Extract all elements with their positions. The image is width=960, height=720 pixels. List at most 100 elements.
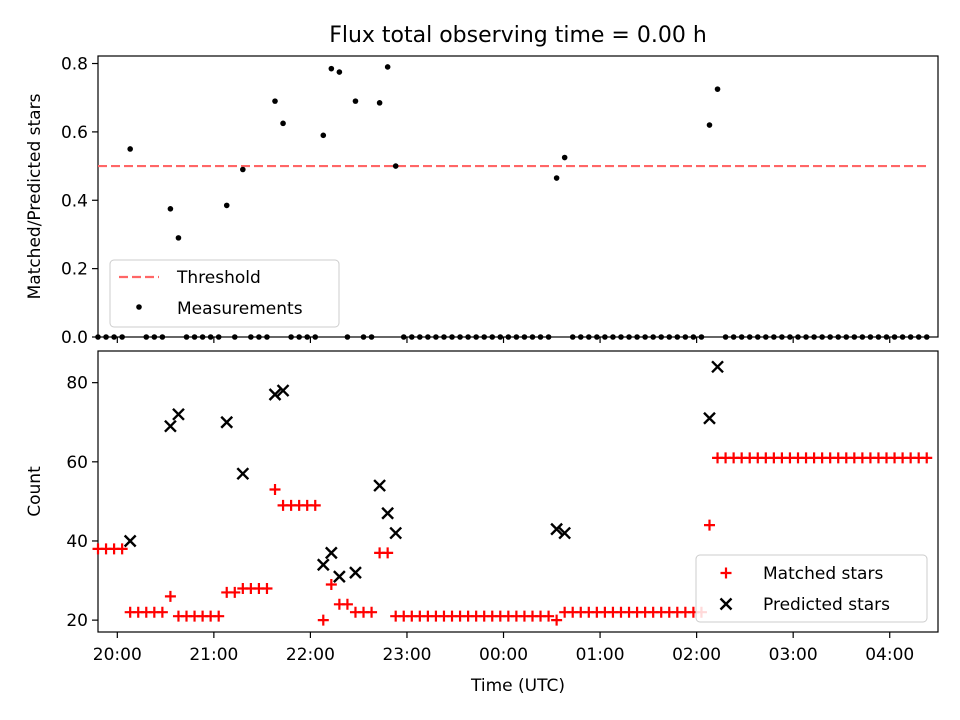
measurement-point (352, 98, 359, 104)
measurement-point (714, 86, 721, 92)
legend-matched-swatch (720, 567, 732, 579)
y-axis-label: Count (25, 466, 45, 517)
measurement-point (489, 334, 496, 340)
measurement-point (191, 334, 198, 340)
measurement-point (231, 334, 238, 340)
predicted-star-point (236, 467, 250, 481)
measurement-point (103, 334, 109, 340)
count-panel: 20 40 60 80 20:00 21:00 22:00 23:00 00:00 01:00 02… (25, 350, 939, 696)
predicted-star-point (333, 570, 346, 583)
measurement-point (851, 334, 858, 340)
y-tick-label: 40 (66, 532, 88, 552)
predicted-star-point (324, 546, 338, 560)
measurement-point (441, 334, 447, 340)
measurement-point (457, 334, 463, 340)
measurement-point (545, 334, 552, 340)
measurement-point (400, 334, 407, 340)
measurement-point (336, 69, 343, 75)
measurement-point (537, 334, 544, 340)
measurement-point (891, 334, 898, 340)
legend-matched-label: Matched stars (763, 564, 883, 584)
matched-star-point (213, 610, 225, 622)
measurement-point (521, 334, 528, 340)
measurement-point (618, 334, 624, 340)
matched-star-point (366, 606, 378, 618)
measurement-point (159, 334, 166, 340)
predicted-star-point (558, 526, 572, 540)
measurement-point (328, 65, 335, 72)
measurement-point (746, 334, 753, 340)
measurement-point (360, 334, 367, 340)
measurement-point (561, 154, 568, 161)
matched-star-point (543, 610, 555, 622)
measurement-point (867, 334, 874, 340)
measurement-point (923, 334, 930, 340)
x-axis-label: Time (UTC) (470, 676, 565, 696)
measurement-point (602, 334, 608, 340)
measurement-point (738, 334, 745, 340)
measurement-point (771, 334, 777, 340)
predicted-star-point (550, 522, 563, 536)
measurement-point (505, 334, 512, 340)
matched-star-point (309, 499, 321, 511)
legend-measurements-label: Measurements (177, 299, 303, 319)
measurement-point (883, 334, 890, 340)
matched-star-point (325, 579, 337, 591)
y-tick-label: 0.2 (61, 260, 88, 280)
measurement-point (119, 334, 125, 340)
legend-predicted-swatch (719, 597, 733, 611)
measurement-point (569, 334, 576, 340)
matched-star-point (269, 484, 281, 496)
measurement-point (819, 334, 825, 340)
predicted-star-point (220, 415, 234, 429)
y-axis-label: Matched/Predicted stars (25, 93, 45, 299)
measurement-point (915, 334, 922, 340)
measurement-point (288, 334, 294, 340)
measurement-point (907, 334, 914, 340)
measurement-point (787, 334, 793, 340)
x-tick-label: 02:00 (672, 645, 721, 665)
predicted-star-point (703, 411, 716, 425)
measurement-point (175, 235, 182, 241)
x-tick-label: 21:00 (189, 645, 238, 665)
measurement-point (296, 334, 302, 340)
measurement-point (779, 334, 785, 340)
measurement-point (610, 334, 616, 340)
chart-title: Flux total observing time = 0.00 h (329, 23, 707, 48)
measurement-point (666, 334, 673, 340)
legend-predicted-label: Predicted stars (763, 595, 890, 615)
measurement-point (859, 334, 866, 340)
measurement-point (417, 334, 423, 340)
matched-star-point (164, 590, 176, 602)
measurement-point (111, 334, 117, 340)
measurement-point (690, 334, 697, 340)
measurement-point (143, 334, 150, 340)
measurement-point (811, 334, 817, 340)
predicted-star-point (123, 534, 137, 548)
measurement-point (497, 334, 504, 340)
measurement-point (754, 334, 761, 340)
axes-frame (97, 350, 939, 633)
matched-star-point (703, 519, 715, 531)
measurement-point (706, 122, 713, 128)
y-tick-label: 20 (66, 611, 88, 631)
measurement-point (304, 334, 310, 340)
x-tick-label: 23:00 (382, 645, 431, 665)
measurement-point (199, 334, 206, 340)
measurement-point (529, 334, 536, 340)
matched-star-point (317, 614, 329, 626)
measurement-point (899, 334, 906, 340)
measurement-point (207, 334, 214, 340)
measurement-point (408, 334, 415, 340)
y-tick-label: 0.4 (61, 191, 88, 211)
measurement-point (223, 202, 230, 209)
matched-star-point (341, 598, 353, 610)
measurement-point (481, 334, 488, 340)
measurement-point (151, 334, 158, 340)
matched-star-point (116, 543, 128, 555)
measurement-point (280, 120, 286, 127)
x-tick-label: 20:00 (93, 645, 142, 665)
measurement-point (95, 334, 101, 340)
y-tick-label: 60 (66, 453, 88, 473)
predicted-star-point (164, 419, 177, 433)
